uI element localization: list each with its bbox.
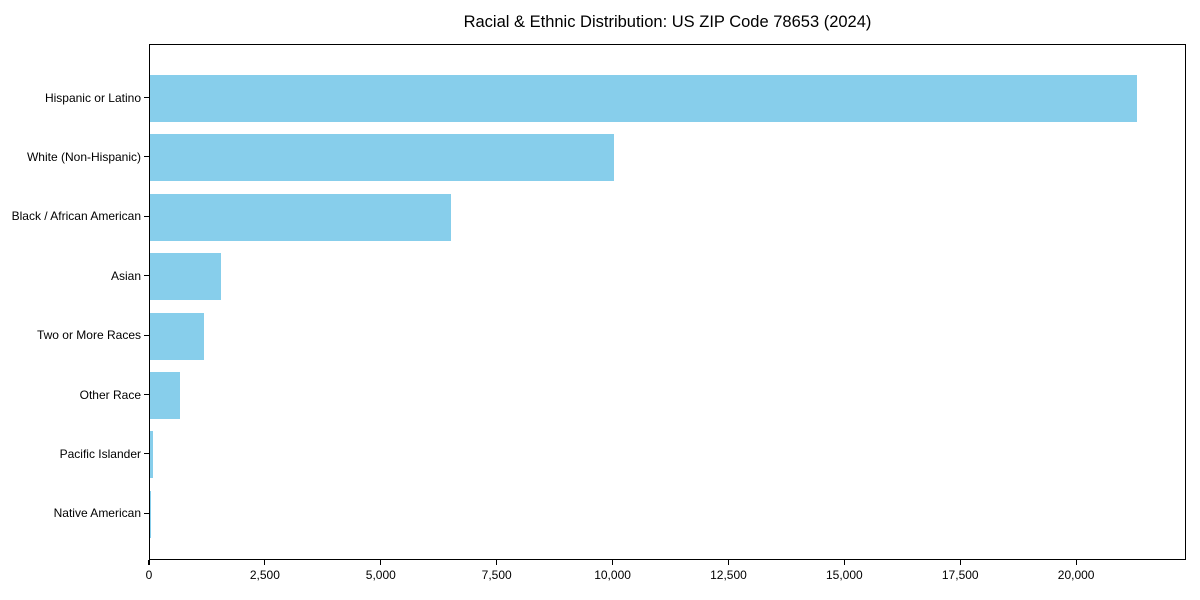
bar-other-race [150, 372, 181, 419]
plot-area [149, 44, 1186, 560]
y-tick-label-hispanic-or-latino: Hispanic or Latino [44, 90, 141, 105]
y-tick-label-native-american: Native American [53, 506, 141, 521]
y-tick-label-two-or-more-races: Two or More Races [36, 328, 141, 343]
x-tick-label-0: 0 [145, 568, 153, 582]
x-tick-label-2-500: 2,500 [249, 568, 280, 582]
x-tick-mark [264, 560, 266, 565]
x-tick-label-5-000: 5,000 [365, 568, 396, 582]
y-tick-label-pacific-islander: Pacific Islander [59, 446, 141, 461]
x-tick-label-20-000: 20,000 [1057, 568, 1095, 582]
y-tick-label-white-non-hispanic: White (Non-Hispanic) [26, 149, 141, 164]
y-tick-mark [144, 96, 149, 99]
bar-black-african-american [150, 193, 452, 241]
y-tick-mark [144, 334, 149, 336]
x-tick-mark [1075, 560, 1077, 565]
x-tick-label-15-000: 15,000 [825, 568, 863, 582]
y-tick-mark [144, 215, 149, 217]
y-tick-mark [144, 275, 149, 277]
x-tick-mark [611, 560, 614, 565]
bar-pacific-islander [150, 431, 153, 479]
y-tick-label-asian: Asian [110, 268, 141, 283]
x-tick-mark [496, 560, 498, 565]
y-tick-mark [144, 512, 149, 514]
y-tick-label-black-african-american: Black / African American [11, 209, 141, 224]
x-tick-mark [843, 560, 845, 565]
y-tick-label-other-race: Other Race [79, 387, 141, 402]
chart-title: Racial & Ethnic Distribution: US ZIP Cod… [463, 13, 872, 31]
bar-asian [150, 253, 222, 301]
x-tick-label-12-500: 12,500 [710, 568, 747, 582]
x-tick-label-7-500: 7,500 [481, 568, 512, 582]
x-tick-mark [727, 560, 730, 565]
bar-white-non-hispanic [150, 134, 614, 182]
bar-two-or-more-races [150, 312, 204, 360]
x-tick-mark [148, 560, 150, 565]
x-tick-label-17-500: 17,500 [941, 568, 979, 582]
y-tick-mark [144, 393, 149, 396]
x-tick-label-10-000: 10,000 [594, 568, 631, 582]
bar-hispanic-or-latino [150, 75, 1138, 122]
bar-native-american [150, 490, 151, 538]
x-tick-mark [959, 560, 961, 565]
y-tick-mark [144, 453, 149, 455]
y-tick-mark [144, 156, 149, 158]
x-tick-mark [380, 560, 382, 565]
